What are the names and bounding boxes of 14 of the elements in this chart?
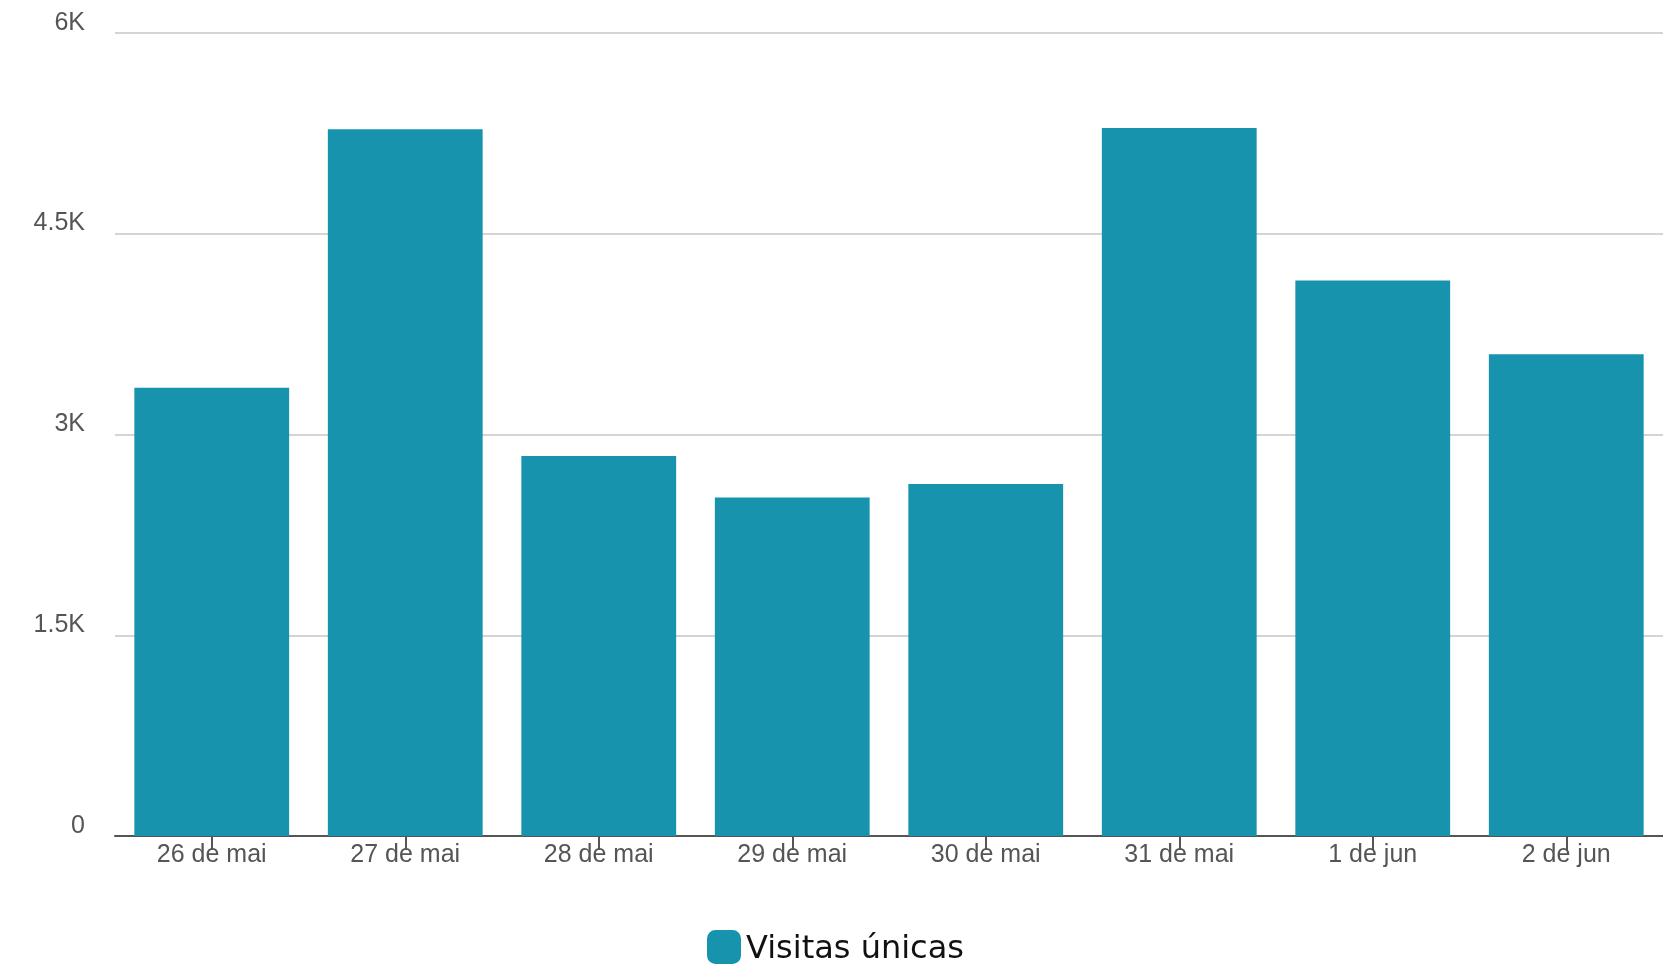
y-tick-label: 0 xyxy=(71,809,85,838)
legend-label: Visitas únicas xyxy=(746,928,964,966)
y-tick-label: 3K xyxy=(54,408,86,436)
x-tick-label: 31 de mai xyxy=(1124,838,1235,867)
x-tick-label: 1 de jun xyxy=(1328,838,1418,867)
x-tick-label: 27 de mai xyxy=(350,838,461,867)
x-tick-label: 26 de mai xyxy=(156,838,267,867)
x-tick-label: 30 de mai xyxy=(930,838,1041,867)
x-tick-label: 2 de jun xyxy=(1521,838,1611,867)
y-tick-label: 4.5K xyxy=(33,207,86,236)
x-tick-label: 28 de mai xyxy=(543,838,654,867)
y-tick-label: 6K xyxy=(54,6,86,35)
y-tick-label: 1.5K xyxy=(33,608,86,637)
x-tick-label: 29 de mai xyxy=(737,838,848,867)
